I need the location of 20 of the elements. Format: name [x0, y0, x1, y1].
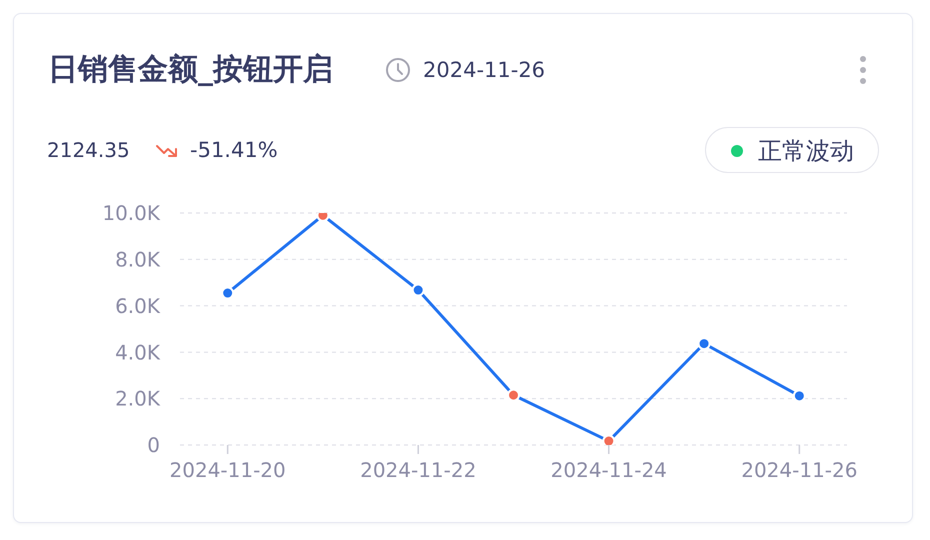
point: [507, 388, 520, 402]
point: [792, 389, 806, 402]
x-tick-label: 2024-11-26: [741, 458, 858, 482]
point: [412, 284, 425, 297]
y-tick-label: 8.0K: [115, 248, 161, 272]
x-tick-label: 2024-11-24: [550, 458, 667, 482]
point: [602, 434, 616, 445]
chart-subtitle: 2024-11-26: [423, 57, 546, 83]
y-tick-label: 6.0K: [115, 294, 161, 318]
chart-title: 日销售金额_按钮开启: [48, 52, 333, 88]
text: -51.41%: [190, 138, 278, 162]
y-tick-label: 2.0K: [115, 386, 161, 411]
status-pill: 正常波动: [705, 127, 879, 173]
y-tick-label: 4.0K: [115, 340, 161, 364]
point: [698, 337, 711, 350]
y-tick-label: 0: [147, 433, 160, 458]
x-tick-label: 2024-11-20: [170, 458, 286, 482]
x-tick-label: 2024-11-22: [360, 458, 476, 482]
text: 2124.35: [47, 138, 130, 162]
y-tick-label: 10.0K: [102, 201, 161, 226]
